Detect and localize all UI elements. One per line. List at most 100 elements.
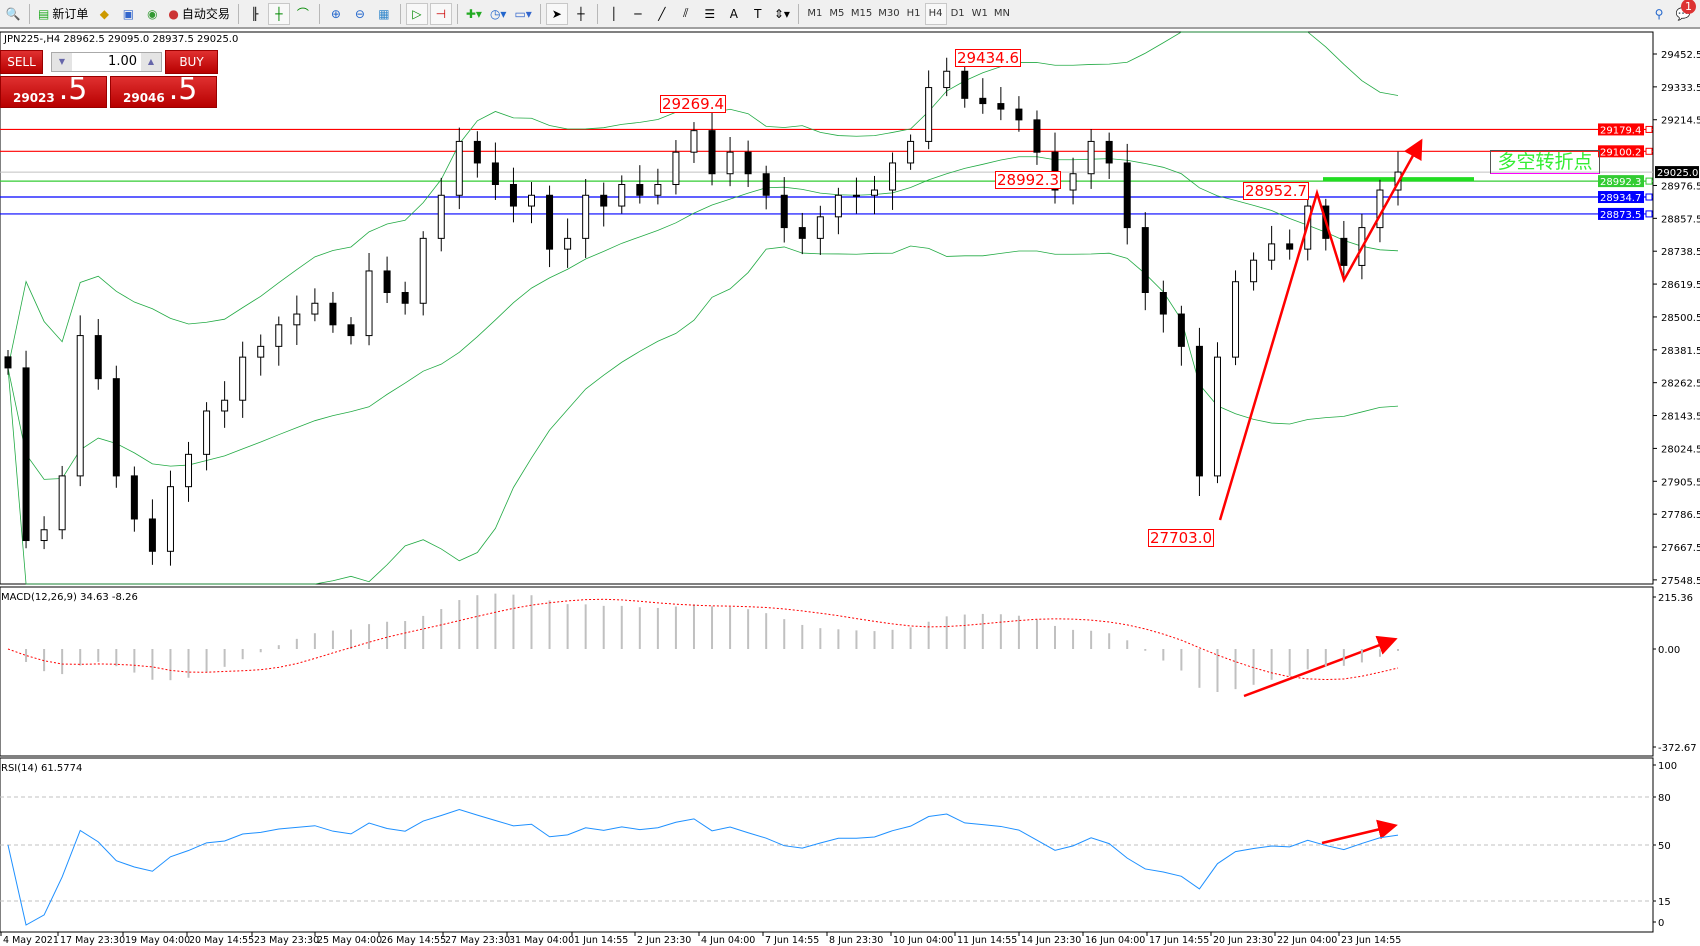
trendline-icon[interactable]: ╱: [658, 6, 666, 21]
timeframe-mn[interactable]: MN: [993, 8, 1010, 19]
templates-icon[interactable]: ▭▾: [514, 6, 532, 21]
candle: [1069, 157, 1077, 205]
timeframe-m15[interactable]: M15: [850, 8, 873, 19]
history-icon[interactable]: ◆: [99, 6, 109, 21]
lot-decrease-button[interactable]: ▼: [52, 53, 72, 71]
signals-icon[interactable]: ◉: [147, 6, 158, 21]
chart-shift-icon[interactable]: ⊣: [429, 2, 452, 25]
timeframe-m5[interactable]: M5: [829, 8, 845, 19]
buy-button[interactable]: BUY: [165, 50, 218, 74]
timeframe-h1[interactable]: H1: [906, 8, 921, 19]
timeframe-m30[interactable]: M30: [878, 8, 900, 19]
line-chart-icon[interactable]: ⌒: [296, 7, 309, 21]
fibonacci-icon[interactable]: ☰: [704, 6, 716, 21]
cursor-icon[interactable]: ➤: [545, 2, 568, 25]
price-tick-label: 27905.5: [1661, 477, 1700, 488]
candle: [239, 341, 247, 418]
candle-body: [690, 130, 698, 153]
level-handle: [1645, 147, 1653, 155]
candle: [744, 140, 752, 187]
candle: [618, 175, 626, 214]
candle-body: [257, 345, 265, 358]
candle: [4, 349, 12, 375]
price-label-swing[interactable]: 28952.7: [1243, 182, 1310, 200]
periods-icon[interactable]: ◷▾: [489, 6, 507, 21]
lot-size-field[interactable]: ▼ 1.00 ▲: [51, 52, 162, 72]
candle: [401, 281, 409, 315]
candle-body: [1087, 140, 1095, 175]
level-price-tag: [1598, 123, 1644, 136]
vertical-line-icon[interactable]: │: [610, 6, 618, 21]
candle: [1213, 342, 1221, 484]
candle-body: [185, 453, 193, 488]
candle: [961, 61, 969, 108]
candle-body: [437, 194, 445, 239]
price-label-high[interactable]: 29434.6: [955, 49, 1022, 67]
rsi-axis-label: 50: [1658, 841, 1671, 852]
candle-body: [654, 184, 662, 196]
candle-body: [40, 529, 48, 542]
candle-body: [1232, 281, 1240, 358]
candle-body: [708, 130, 716, 175]
candlestick-icon[interactable]: ┼: [267, 2, 290, 25]
tile-windows-icon[interactable]: ▦: [378, 6, 390, 21]
sell-price[interactable]: 29023.5: [0, 75, 107, 108]
chart-canvas[interactable]: 29452.5 29333.5 29214.5 28976.5 28857.5 28738…: [0, 31, 1700, 946]
text-icon[interactable]: A: [729, 6, 738, 21]
price-label-high-2[interactable]: 29269.4: [660, 95, 727, 113]
lot-increase-button[interactable]: ▲: [141, 53, 161, 71]
candle: [491, 142, 499, 200]
candle: [943, 57, 951, 97]
candle: [925, 70, 933, 150]
new-order-button[interactable]: ▤ 新订单: [35, 3, 91, 25]
auto-trading-button[interactable]: ● 自动交易: [165, 3, 233, 25]
notifications-button[interactable]: 💬 1: [1672, 0, 1696, 25]
time-axis-label: 17 Jun 14:55: [1149, 935, 1209, 946]
indicators-icon[interactable]: ✚▾: [465, 6, 482, 21]
zoom-out-icon[interactable]: ⊖: [354, 6, 365, 21]
candle: [834, 187, 842, 235]
search-icon[interactable]: 🔍: [5, 6, 21, 21]
time-axis-label: 26 May 14:55: [381, 935, 446, 946]
level-handle: [1645, 177, 1653, 185]
time-axis-label: 4 Jun 04:00: [701, 935, 755, 946]
candle-body: [203, 410, 211, 455]
horizontal-line-icon[interactable]: ─: [634, 6, 642, 21]
macd-axis-label: -372.67: [1658, 743, 1697, 754]
price-label-mid[interactable]: 28992.3: [995, 171, 1062, 189]
timeframe-h4[interactable]: H4: [924, 2, 947, 25]
price-label-low[interactable]: 27703.0: [1148, 529, 1215, 547]
time-axis-label: 19 May 04:00: [125, 935, 190, 946]
search-icon[interactable]: ⚲: [1654, 6, 1664, 21]
bollinger-middle-line: [7, 156, 1399, 480]
timeframe-m1[interactable]: M1: [807, 8, 823, 19]
candle-body: [275, 324, 283, 347]
sell-button[interactable]: SELL: [0, 50, 43, 74]
macd-pane: [0, 586, 1654, 757]
macd-label: MACD(12,26,9) 34.63 -8.26: [1, 592, 138, 603]
bar-chart-icon[interactable]: ╟: [251, 6, 259, 21]
timeframe-d1[interactable]: D1: [950, 8, 965, 19]
market-icon[interactable]: ▣: [122, 6, 135, 21]
candle: [708, 111, 716, 186]
buy-price[interactable]: 29046.5: [110, 75, 217, 108]
candle-body: [58, 475, 66, 531]
equidistant-channel-icon[interactable]: ⫽: [683, 6, 689, 20]
candle: [870, 175, 878, 215]
lot-value[interactable]: 1.00: [108, 54, 137, 69]
time-axis-label: 7 Jun 14:55: [765, 935, 819, 946]
rsi-line: [7, 809, 1399, 926]
main-pane: [0, 31, 1654, 585]
auto-scroll-icon[interactable]: ▷: [405, 2, 428, 25]
arrows-icon[interactable]: ⇕▾: [773, 6, 790, 21]
pivot-text-label[interactable]: 多空转折点: [1490, 150, 1600, 174]
crosshair-icon[interactable]: ┼: [577, 6, 585, 21]
candle-body: [293, 313, 301, 326]
timeframe-w1[interactable]: W1: [971, 8, 988, 19]
zoom-in-icon[interactable]: ⊕: [330, 6, 341, 21]
auto-trading-icon: ●: [168, 6, 179, 21]
level-price-tag: [1598, 207, 1644, 220]
candle: [889, 152, 897, 210]
text-label-icon[interactable]: T: [754, 6, 762, 21]
candle-body: [1123, 162, 1131, 229]
